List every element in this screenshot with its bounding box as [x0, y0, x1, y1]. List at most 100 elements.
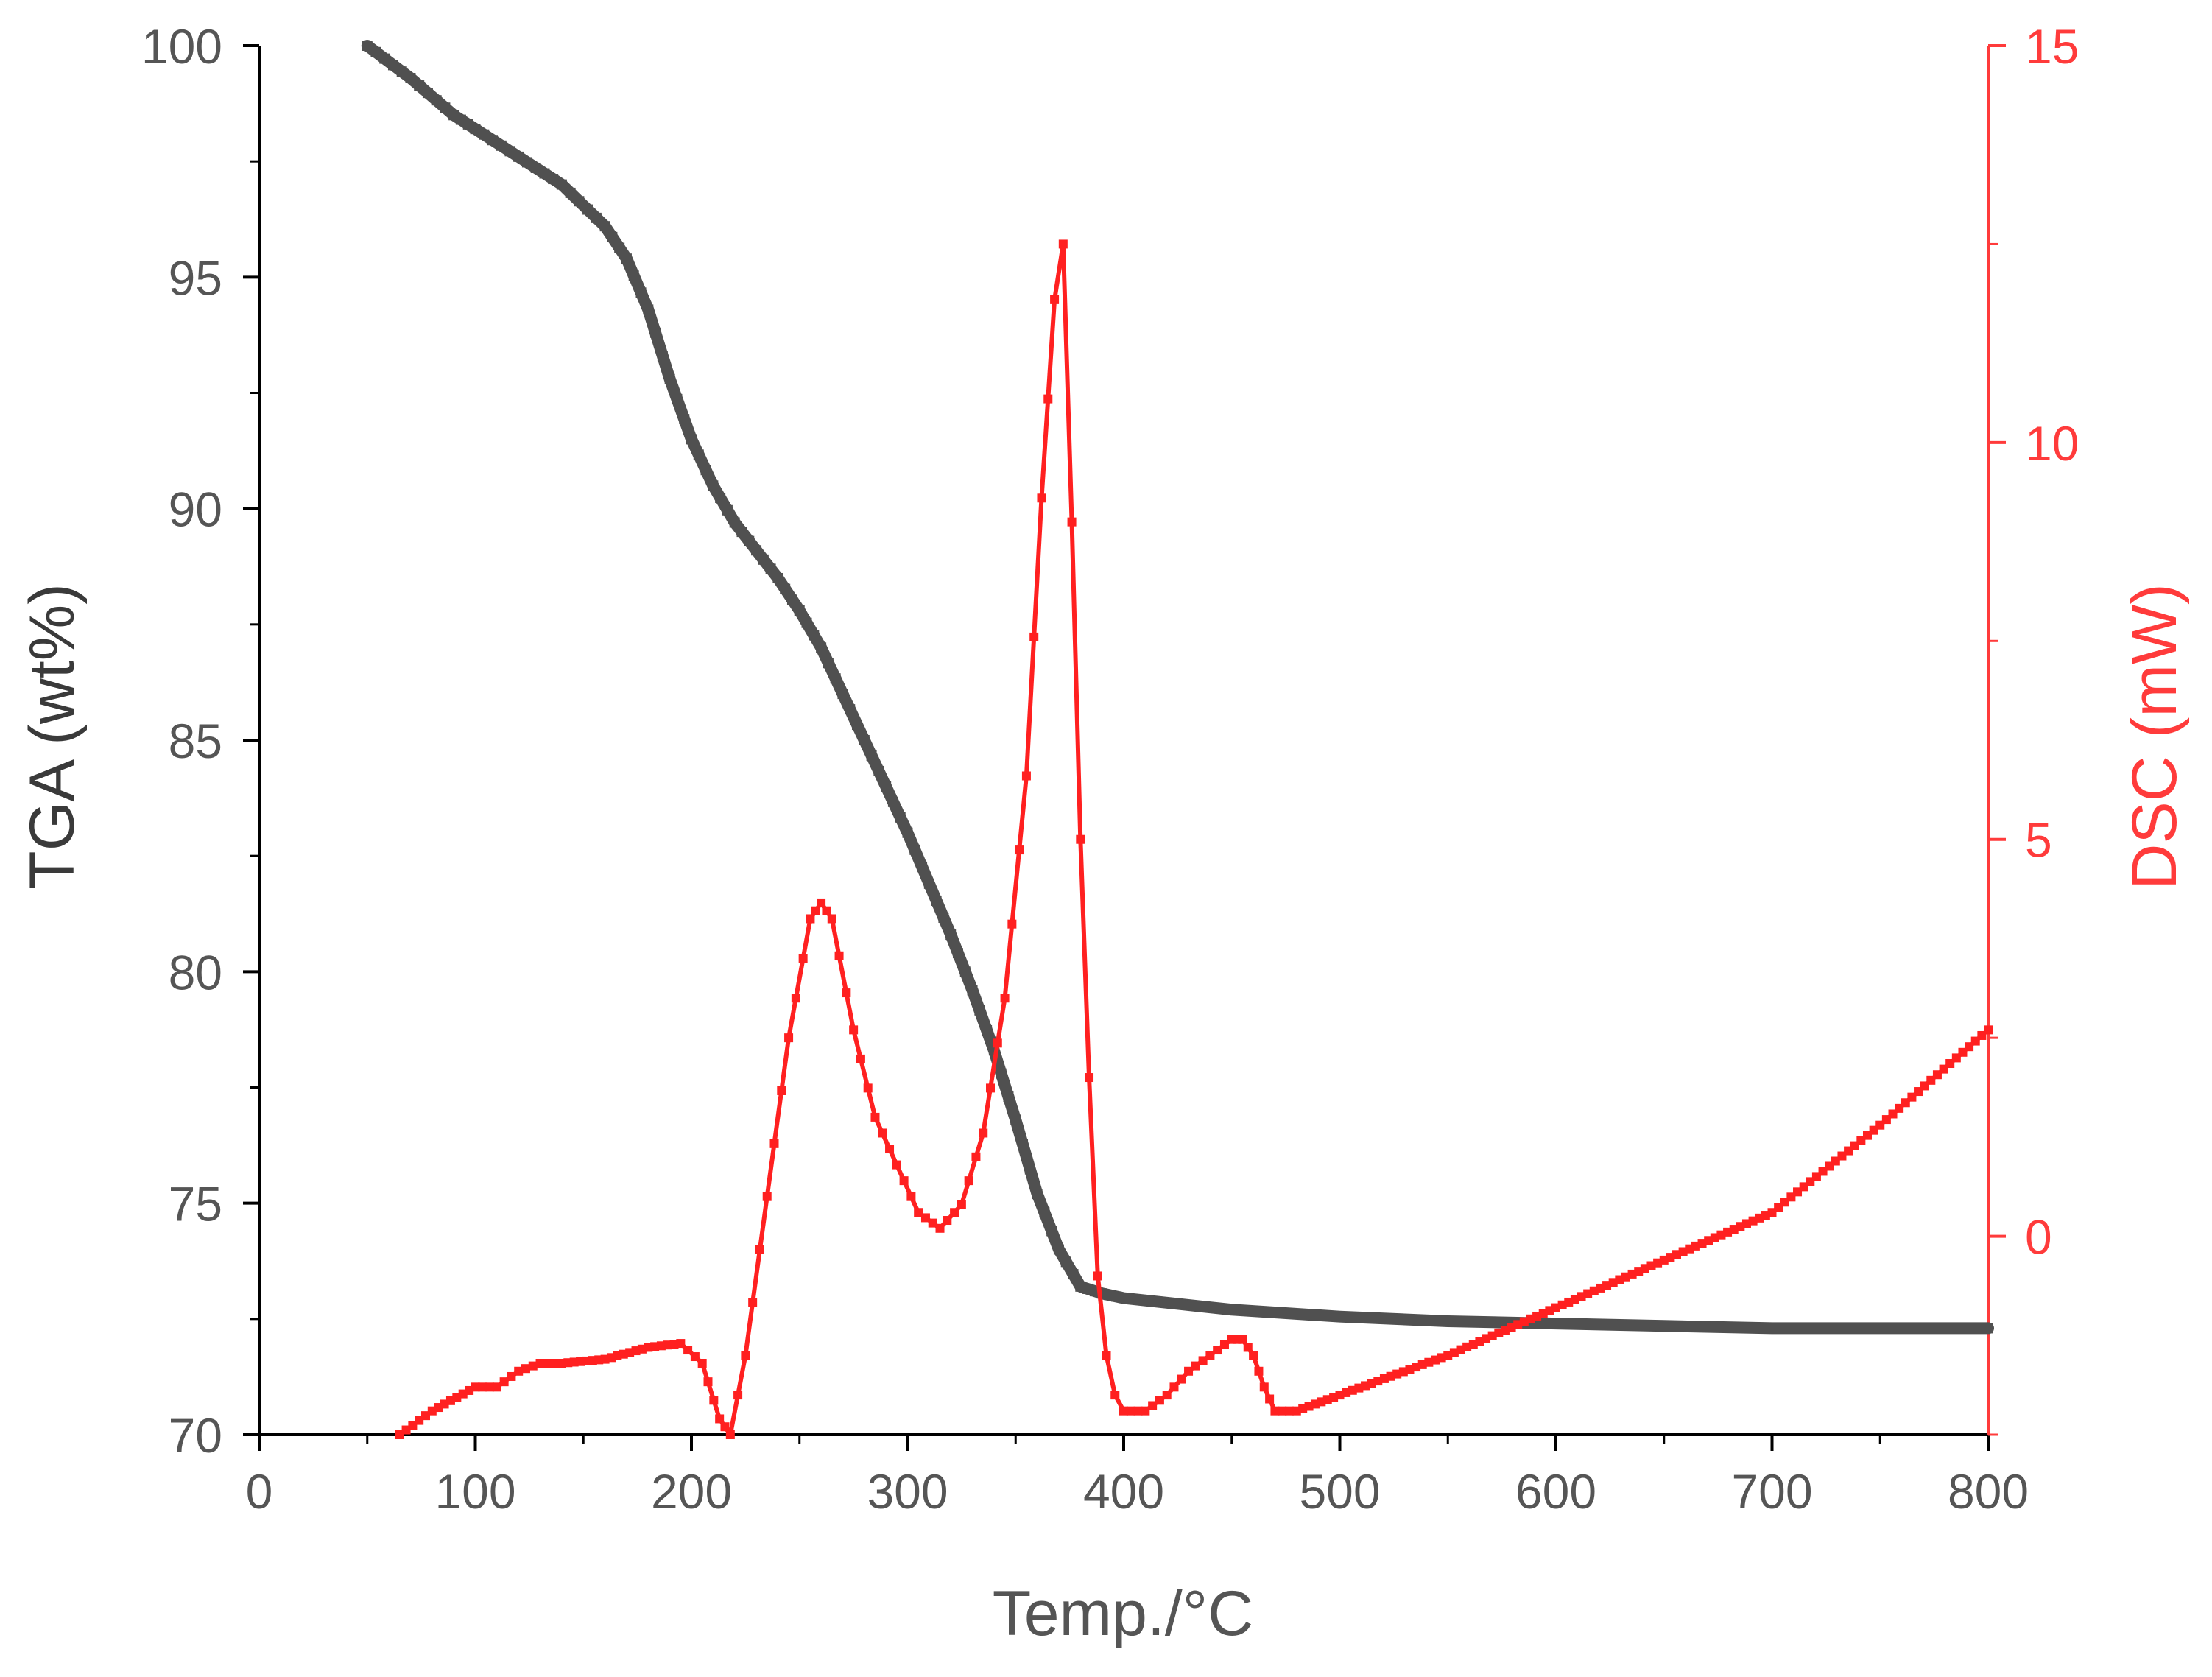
- dsc-data-point: [870, 1112, 880, 1122]
- tga-data-point: [1293, 1309, 1304, 1320]
- tga-data-point: [422, 88, 433, 99]
- tga-data-point: [1351, 1312, 1362, 1323]
- dsc-data-point: [979, 1128, 988, 1138]
- tga-data-point: [729, 517, 740, 528]
- tga-data-point: [1359, 1312, 1370, 1323]
- dsc-data-point: [485, 1382, 495, 1392]
- tga-data-point: [650, 327, 661, 338]
- tga-data-point: [1068, 1269, 1079, 1280]
- tga-data-point: [479, 129, 490, 140]
- y2-tick-label: 15: [2025, 19, 2079, 74]
- dsc-data-point: [528, 1361, 538, 1371]
- tga-data-point: [859, 735, 870, 745]
- tga-data-point: [1259, 1307, 1270, 1318]
- tga-data-point: [794, 605, 805, 616]
- tga-data-point: [1534, 1318, 1545, 1329]
- tga-data-point: [1908, 1323, 1919, 1334]
- dsc-data-point: [1093, 1271, 1102, 1281]
- tga-data-point: [1642, 1320, 1653, 1331]
- tga-data-point: [1185, 1300, 1196, 1311]
- tga-data-point: [539, 168, 550, 179]
- dsc-data-point: [928, 1218, 937, 1228]
- tga-data-point: [1842, 1323, 1853, 1334]
- dsc-data-point: [920, 1213, 930, 1223]
- tga-data-point: [881, 781, 892, 792]
- x-tick-label: 800: [1948, 1464, 2029, 1519]
- tga-data-point: [379, 53, 390, 64]
- dsc-data-point: [1259, 1382, 1269, 1392]
- tga-data-point: [895, 812, 906, 823]
- dsc-data-point: [986, 1083, 996, 1093]
- tga-data-point: [1284, 1308, 1295, 1319]
- tga-data-point: [513, 151, 524, 162]
- tga-data-point: [1443, 1315, 1454, 1326]
- dsc-data-point: [863, 1083, 873, 1093]
- tga-data-point: [837, 689, 848, 700]
- tga-data-point: [715, 492, 726, 503]
- dsc-data-point: [1029, 632, 1039, 641]
- tga-data-point: [1060, 1256, 1071, 1268]
- tga-data-point: [938, 912, 949, 923]
- tga-data-point: [1168, 1298, 1179, 1309]
- tga-data-point: [1800, 1323, 1811, 1334]
- y-tick-label: 90: [169, 482, 222, 537]
- dsc-data-point: [1205, 1351, 1215, 1360]
- tga-data-point: [1409, 1315, 1420, 1326]
- tga-data-point: [1367, 1312, 1378, 1323]
- tga-data-point: [780, 583, 791, 594]
- tga-data-point: [664, 373, 675, 384]
- tga-data-point: [565, 187, 576, 198]
- dsc-data-point: [1007, 919, 1017, 929]
- tga-data-point: [1459, 1316, 1470, 1327]
- tga-data-point: [1741, 1322, 1753, 1333]
- tga-data-point: [887, 796, 898, 807]
- tga-data-point: [1767, 1323, 1778, 1334]
- dsc-data-point: [1148, 1401, 1158, 1410]
- dsc-data-point: [1177, 1374, 1186, 1384]
- tga-data-point: [1243, 1305, 1254, 1316]
- y2-tick-label: 5: [2025, 813, 2052, 868]
- tga-data-point: [866, 750, 877, 761]
- x-tick-label: 700: [1731, 1464, 1812, 1519]
- dsc-data-point: [1219, 1340, 1229, 1349]
- tga-data-point: [1983, 1323, 1993, 1334]
- tga-data-point: [521, 157, 532, 168]
- dsc-data-point: [1155, 1396, 1164, 1405]
- dsc-data-point: [964, 1176, 973, 1186]
- tga-data-point: [708, 480, 719, 491]
- tga-data-point: [816, 642, 827, 653]
- x-tick-label: 500: [1299, 1464, 1380, 1519]
- dsc-data-point: [1050, 295, 1060, 304]
- tga-data-point: [370, 46, 381, 57]
- tga-data-point: [1559, 1318, 1570, 1329]
- tga-data-point: [1675, 1321, 1686, 1332]
- dsc-data-point: [697, 1359, 707, 1368]
- y-tick-label: 100: [141, 19, 222, 74]
- tga-data-point: [1235, 1304, 1246, 1315]
- dsc-data-point: [1119, 1406, 1128, 1416]
- axes-group: 0 100 200 300 400 500 600 700 800707580859095100…: [141, 19, 2079, 1519]
- dsc-data-point: [892, 1160, 901, 1170]
- tga-data-point: [470, 124, 481, 135]
- tga-data-point: [1492, 1317, 1503, 1328]
- tga-data-point: [1974, 1323, 1985, 1334]
- tga-data-point: [530, 162, 541, 173]
- tga-data-point: [1143, 1295, 1154, 1307]
- dsc-data-point: [798, 954, 808, 963]
- dsc-data-point: [1058, 239, 1068, 249]
- dsc-data-point: [993, 1038, 1002, 1048]
- y-axis-title-tga: TGA (wt%): [17, 583, 88, 890]
- dsc-data-point: [1243, 1343, 1253, 1352]
- tga-data-point: [621, 253, 632, 264]
- tga-data-point: [582, 204, 593, 215]
- y-tick-label: 70: [169, 1408, 222, 1463]
- tga-data-point: [1476, 1316, 1487, 1327]
- dsc-data-point: [1085, 1073, 1094, 1083]
- tga-data-point: [1426, 1315, 1437, 1326]
- tga-data-point: [830, 673, 841, 684]
- dsc-data-point: [507, 1371, 516, 1381]
- dsc-data-point: [899, 1176, 909, 1186]
- dsc-data-point: [827, 914, 836, 924]
- dsc-data-point: [914, 1208, 923, 1217]
- tga-data-point: [396, 66, 407, 77]
